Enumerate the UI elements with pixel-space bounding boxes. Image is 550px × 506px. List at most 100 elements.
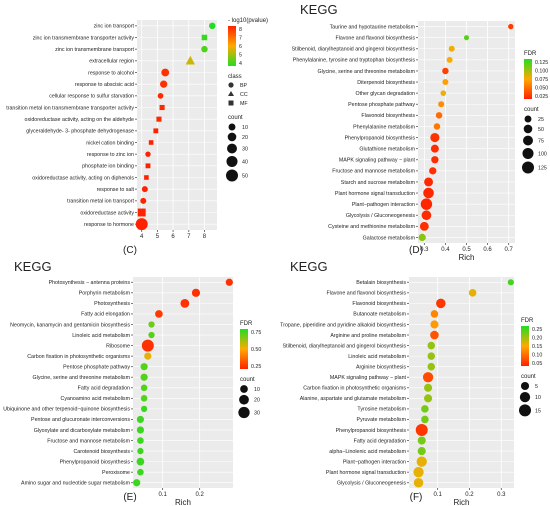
data-point bbox=[137, 447, 144, 455]
color-legend-tick: 0.125 bbox=[535, 60, 548, 66]
y-tick-label: Other glycan degradation bbox=[356, 91, 416, 97]
size-legend-label: 30 bbox=[242, 147, 248, 153]
data-point bbox=[431, 156, 439, 164]
y-tick-label: Flavone and flavonol biosynthesis bbox=[335, 35, 415, 41]
y-tick-label: Tyrosine metabolism bbox=[357, 407, 406, 413]
color-legend-tick: 0.025 bbox=[535, 94, 548, 100]
data-point bbox=[440, 90, 447, 96]
y-tick-label: zinc ion transport bbox=[94, 24, 135, 30]
size-legend-label: 100 bbox=[538, 151, 547, 157]
size-legend-mark bbox=[226, 169, 238, 182]
size-legend-mark bbox=[524, 115, 532, 123]
data-point bbox=[507, 279, 514, 286]
y-tick-label: transition metal ion transmembrane trans… bbox=[6, 105, 134, 111]
x-tick-label: 0.6 bbox=[483, 247, 492, 253]
y-tick-label: Ubiquinone and other terpenoid−quinone b… bbox=[3, 407, 130, 413]
color-legend-title: - log10(pvalue) bbox=[228, 18, 268, 24]
y-tick-label: Amino sugar and nucleotide sugar metabol… bbox=[21, 481, 131, 487]
data-point bbox=[144, 175, 149, 180]
data-point bbox=[161, 68, 170, 77]
data-point bbox=[201, 34, 208, 41]
data-point bbox=[468, 289, 477, 297]
data-point bbox=[427, 341, 436, 350]
y-tick-label: Photosynthesis − antenna proteins bbox=[49, 280, 131, 286]
y-tick-label: Glycolysis / Gluconeogenesis bbox=[337, 481, 407, 487]
color-legend-tick: 0.100 bbox=[535, 69, 548, 75]
y-tick-label: response to alcohol bbox=[88, 70, 134, 76]
data-point bbox=[421, 210, 432, 221]
data-point bbox=[201, 45, 208, 53]
x-tick-label: 7 bbox=[187, 234, 191, 240]
data-point bbox=[160, 80, 168, 88]
data-point bbox=[446, 56, 453, 63]
data-point bbox=[156, 116, 162, 122]
data-point bbox=[427, 362, 436, 371]
chart-panel-d: KEGG (D) 0.3 0.4 0.5 0.6 0.7 Taurine and hypo… bbox=[292, 2, 549, 262]
x-tick-label: 0.2 bbox=[195, 492, 204, 498]
y-tick-label: Phenylalanine metabolism bbox=[353, 124, 415, 130]
data-point bbox=[463, 35, 470, 41]
x-tick-label: 0.2 bbox=[465, 492, 474, 498]
data-point bbox=[137, 208, 146, 217]
x-axis-label: Rich bbox=[175, 498, 191, 506]
data-point bbox=[141, 186, 148, 193]
color-legend-bar bbox=[228, 26, 236, 66]
size-legend-label: 20 bbox=[242, 135, 248, 141]
y-tick-label: response to zinc ion bbox=[87, 152, 134, 158]
size-legend-mark bbox=[523, 135, 533, 146]
panel-label-e: (E) bbox=[123, 492, 136, 503]
y-tick-label: zinc ion transmembrane transporter activ… bbox=[33, 35, 135, 41]
y-tick-label: Neomycin, kanamycin and gentamicin biosy… bbox=[10, 322, 130, 328]
data-point bbox=[416, 456, 427, 467]
data-point bbox=[145, 151, 151, 157]
y-tick-label: Diterpenoid biosynthesis bbox=[357, 80, 415, 86]
y-tick-label: Linoleic acid metabolism bbox=[348, 354, 406, 360]
size-legend-mark bbox=[239, 394, 249, 405]
chart-panel-f: KEGG (F) 0.1 0.2 0.3 Betalain biosynthesis F… bbox=[280, 259, 542, 506]
y-tick-label: Pentose phosphate pathway bbox=[348, 102, 415, 108]
chart-panel-c: (C) 4 5 6 7 8 zinc ion transport zinc ion tran… bbox=[6, 18, 268, 256]
data-point bbox=[430, 144, 439, 153]
data-point bbox=[140, 384, 148, 392]
data-point bbox=[137, 437, 144, 444]
y-tick-label: Butanoate metabolism bbox=[353, 312, 406, 318]
data-point bbox=[413, 477, 424, 488]
size-legend-mark bbox=[226, 155, 238, 167]
y-tick-label: Starch and sucrose metabolism bbox=[341, 180, 416, 186]
color-legend-tick: 0.75 bbox=[251, 330, 261, 336]
data-point bbox=[436, 298, 446, 309]
y-tick-label: oxidoreductase activity bbox=[80, 210, 134, 216]
y-tick-label: alpha−Linolenic acid metabolism bbox=[329, 449, 406, 455]
data-point bbox=[136, 426, 145, 434]
data-point bbox=[430, 330, 439, 340]
data-point bbox=[442, 79, 449, 86]
y-tick-label: Plant−pathogen interaction bbox=[352, 202, 415, 208]
size-legend-title: count bbox=[228, 115, 243, 121]
x-tick-label: 0.5 bbox=[462, 247, 471, 253]
y-tick-label: Carotenoid biosynthesis bbox=[73, 449, 130, 455]
data-point bbox=[435, 112, 443, 119]
data-point bbox=[413, 467, 424, 478]
data-point bbox=[148, 321, 155, 328]
x-tick-label: 0.3 bbox=[497, 492, 506, 498]
y-tick-label: Alanine, aspartate and glutamate metabol… bbox=[300, 396, 407, 402]
size-legend-label: 5 bbox=[535, 384, 538, 390]
color-legend-tick: 6 bbox=[239, 44, 242, 50]
data-point bbox=[442, 67, 449, 75]
data-point bbox=[185, 55, 195, 65]
color-legend-tick: 5 bbox=[239, 53, 242, 59]
size-legend-title: count bbox=[240, 377, 255, 383]
data-point bbox=[421, 415, 429, 424]
y-tick-label: Peroxisome bbox=[102, 470, 130, 476]
data-point bbox=[424, 177, 433, 187]
size-legend-label: 10 bbox=[254, 387, 260, 393]
y-tick-label: transition metal ion transport bbox=[67, 199, 134, 205]
y-tick-label: Stilbenoid, diarylheptanoid and gingerol… bbox=[283, 343, 407, 349]
size-legend-label: 125 bbox=[538, 165, 547, 171]
data-point bbox=[141, 339, 154, 352]
y-tick-label: response to salt bbox=[97, 187, 135, 193]
data-point bbox=[145, 163, 151, 169]
size-legend-mark bbox=[227, 143, 237, 154]
size-legend-label: 75 bbox=[538, 139, 544, 145]
